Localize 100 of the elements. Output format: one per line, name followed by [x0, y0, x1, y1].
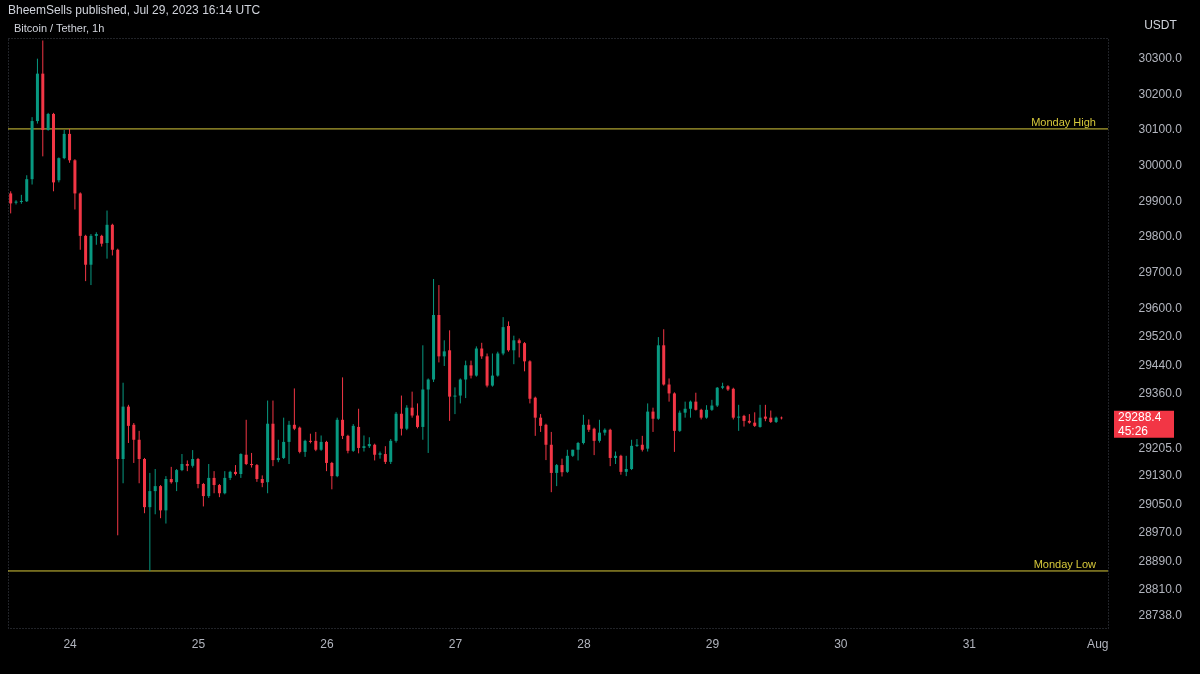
y-tick-label: 28890.0: [1138, 553, 1183, 568]
x-tick-label: 29: [705, 636, 720, 651]
x-tick-label: Aug: [1087, 636, 1109, 651]
candlestick: [517, 338, 521, 358]
candlestick: [533, 396, 537, 437]
x-tick-label: 28: [577, 636, 591, 651]
text: 29288.4: [1118, 410, 1162, 425]
candlestick: [592, 427, 596, 456]
candlestick: [57, 156, 61, 183]
candlestick: [710, 399, 714, 412]
text: 45:26: [1118, 424, 1149, 439]
candlestick: [442, 339, 446, 367]
candlestick: [9, 190, 13, 214]
candlestick: [14, 199, 18, 205]
candlestick: [319, 434, 323, 452]
candlestick: [330, 461, 334, 490]
candlestick: [737, 404, 741, 432]
candlestick: [324, 440, 328, 472]
candlestick: [576, 441, 580, 461]
candlestick: [490, 353, 494, 388]
x-tick-label: 27: [448, 636, 463, 651]
candlestick: [223, 470, 227, 495]
candlestick: [496, 351, 500, 378]
candlestick: [555, 463, 559, 487]
ref-line-label: Monday High: [1031, 115, 1096, 128]
candlestick: [94, 231, 98, 246]
y-tick-label: 29130.0: [1138, 468, 1183, 483]
text: BheemSells published, Jul 29, 2023 16:14 UTC: [8, 3, 261, 17]
y-tick-label: 29520.0: [1138, 329, 1183, 344]
candlestick: [523, 341, 527, 372]
candlestick: [597, 419, 601, 444]
candlestick: [137, 430, 141, 484]
candlestick: [565, 449, 569, 474]
y-tick-label: 28738.0: [1138, 607, 1183, 622]
candlestick: [239, 452, 243, 479]
y-tick-label: 30300.0: [1138, 51, 1183, 66]
candlestick: [282, 417, 286, 460]
candlestick: [105, 210, 109, 260]
candlestick: [276, 439, 280, 463]
y-tick-label: 29700.0: [1138, 265, 1183, 279]
candlestick: [357, 408, 361, 454]
y-tick-label: 29050.0: [1138, 496, 1183, 511]
candlestick: [362, 434, 366, 453]
y-tick-label: 29900.0: [1138, 193, 1183, 208]
ref-line-label: Monday Low: [1033, 557, 1097, 570]
y-tick-label: 28810.0: [1138, 582, 1183, 597]
candlestick: [405, 404, 409, 431]
candlestick: [346, 434, 350, 454]
x-tick-label: 25: [191, 636, 206, 651]
candlestick: [292, 387, 296, 431]
candlestick: [148, 472, 152, 572]
candlestick: [651, 407, 655, 433]
y-tick-label: 29440.0: [1138, 357, 1183, 372]
candlestick: [619, 454, 623, 476]
candlestick: [126, 404, 130, 444]
candlestick: [758, 404, 762, 429]
y-axis-title: USDT: [1144, 17, 1178, 32]
candlestick: [512, 335, 516, 365]
y-tick-label: 29205.0: [1138, 441, 1183, 456]
y-tick-label: 28970.0: [1138, 525, 1183, 540]
candlestick: [378, 451, 382, 460]
y-tick-label: 29360.0: [1138, 386, 1183, 401]
chart-title: Bitcoin / Tether, 1h: [14, 22, 105, 34]
candlestick: [175, 468, 179, 492]
candlestick: [180, 453, 184, 472]
y-tick-label: 30100.0: [1138, 122, 1183, 137]
candlestick: [464, 360, 468, 399]
x-tick-label: 30: [834, 636, 848, 651]
x-tick-label: 31: [962, 636, 977, 651]
candlestick: [25, 174, 29, 203]
candlestick: [630, 439, 634, 471]
candlestick: [410, 391, 414, 419]
candlestick: [624, 455, 628, 477]
y-tick-label: 30000.0: [1138, 158, 1183, 173]
candlestick: [544, 423, 548, 461]
x-tick-label: 24: [63, 636, 78, 651]
candlestick: [201, 482, 205, 507]
candlestick: [399, 395, 403, 436]
candlestick: [635, 438, 639, 448]
candlestick: [314, 431, 318, 452]
candlestick: [678, 410, 682, 433]
candlestick: [389, 438, 393, 465]
x-tick-label: 26: [320, 636, 334, 651]
y-tick-label: 29800.0: [1138, 229, 1183, 244]
candlestick: [453, 386, 457, 415]
candlestick: [742, 414, 746, 428]
candlestick: [341, 376, 345, 440]
candlestick: [715, 386, 719, 408]
candlestick: [132, 422, 136, 464]
candlestick: [458, 377, 462, 404]
candlestick: [426, 377, 430, 454]
candlestick: [581, 414, 585, 445]
candlestick: [207, 463, 211, 499]
candlestick: [560, 458, 564, 477]
candlestick: [250, 452, 254, 469]
candlestick: [415, 402, 419, 429]
candlestick: [244, 419, 248, 466]
candlestick: [683, 401, 687, 419]
y-tick-label: 30200.0: [1138, 86, 1183, 101]
candlestick: [212, 470, 216, 494]
